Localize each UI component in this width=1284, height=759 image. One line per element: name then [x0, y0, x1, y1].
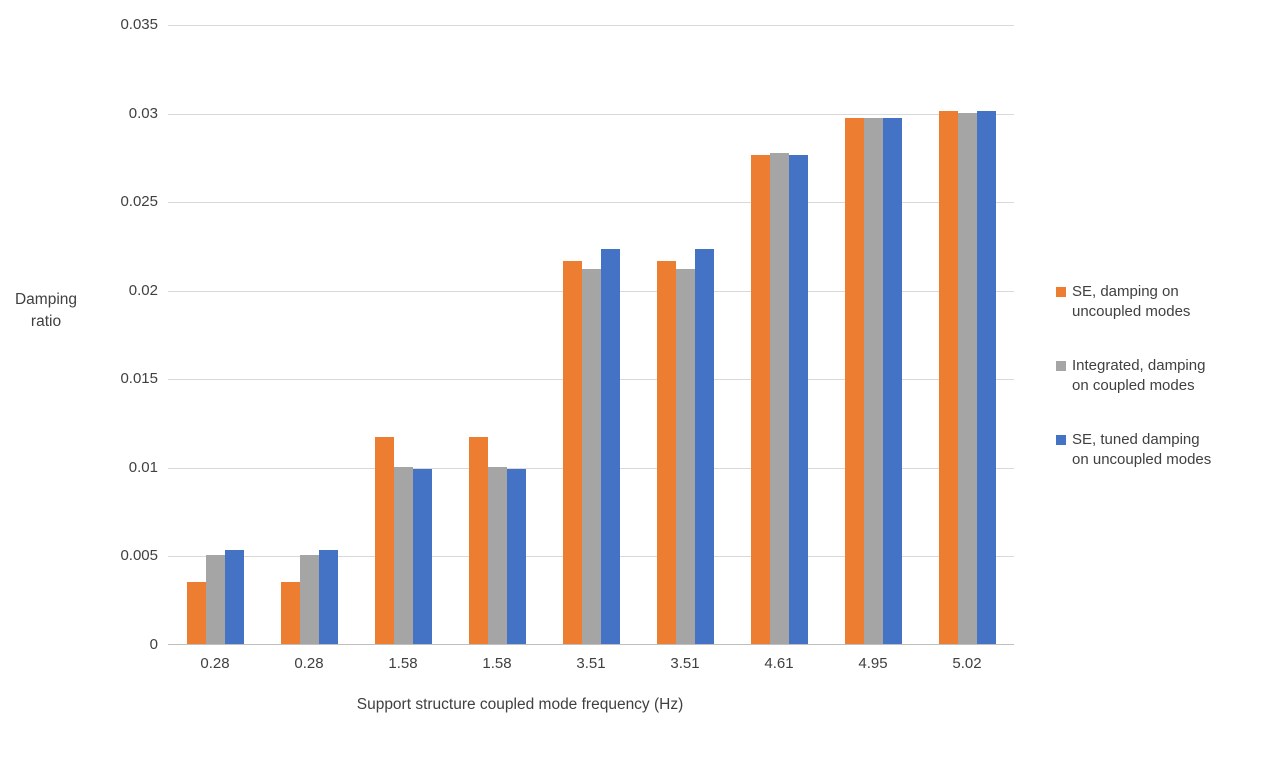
legend-marker-icon	[1056, 435, 1066, 445]
plot-area	[168, 25, 1014, 645]
x-axis-line	[168, 644, 1014, 645]
bar	[280, 582, 300, 644]
bar	[882, 117, 902, 644]
legend-item: SE, tuned damping on uncoupled modes	[1056, 430, 1214, 470]
y-tick-label: 0.025	[120, 193, 158, 211]
bar	[957, 112, 977, 644]
bar	[844, 117, 864, 644]
bar	[863, 117, 883, 644]
x-tick-label: 5.02	[952, 655, 982, 672]
bar-group	[638, 249, 732, 644]
bar	[600, 249, 620, 644]
bar-group	[732, 153, 826, 644]
bar	[581, 268, 601, 644]
bar	[694, 249, 714, 644]
gridline	[168, 113, 1014, 115]
bar-group	[262, 550, 356, 644]
bar	[468, 436, 488, 644]
bar	[750, 155, 770, 644]
x-tick-label: 1.58	[482, 655, 512, 672]
bar	[788, 155, 808, 644]
bar	[675, 268, 695, 644]
gridline	[168, 202, 1014, 204]
x-tick-label: 0.28	[294, 655, 324, 672]
legend-label: Integrated, damping on coupled modes	[1072, 357, 1206, 394]
y-tick-label: 0.03	[128, 104, 158, 122]
y-tick-label: 0.035	[120, 16, 158, 33]
bar-group	[826, 117, 920, 644]
bar	[938, 110, 958, 644]
legend-item: SE, damping on uncoupled modes	[1056, 282, 1214, 322]
legend-item: Integrated, damping on coupled modes	[1056, 356, 1214, 396]
bar	[393, 466, 413, 644]
bar	[374, 436, 394, 644]
x-axis-tick-labels: 0.28 0.28 1.58 1.58 3.51 3.51 4.61 4.95 5.02	[168, 653, 1014, 675]
x-tick-label: 4.95	[858, 655, 888, 672]
y-tick-label: 0.005	[120, 547, 158, 565]
x-tick-label: 3.51	[670, 655, 700, 672]
bar	[656, 261, 676, 644]
legend-label: SE, damping on uncoupled modes	[1072, 283, 1191, 320]
legend-marker-icon	[1056, 361, 1066, 371]
bar	[976, 110, 996, 644]
bar	[224, 550, 244, 644]
legend-label: SE, tuned damping on uncoupled modes	[1072, 431, 1212, 468]
x-tick-label: 0.28	[200, 655, 230, 672]
bar-group	[920, 110, 1014, 644]
y-tick-label: 0.015	[120, 370, 158, 388]
y-tick-label: 0.02	[128, 281, 158, 299]
y-axis-title: Damping ratio	[14, 291, 78, 330]
bar-group	[356, 436, 450, 644]
bar	[562, 261, 582, 644]
bar-group	[450, 436, 544, 644]
legend-marker-icon	[1056, 287, 1066, 297]
bar	[487, 466, 507, 644]
x-tick-label: 4.61	[764, 655, 794, 672]
x-axis-title: Support structure coupled mode frequency…	[356, 696, 684, 713]
bar	[205, 555, 225, 644]
bar	[186, 582, 206, 644]
bar	[769, 153, 789, 644]
gridline	[168, 25, 1014, 26]
bar	[412, 468, 432, 644]
bar	[318, 550, 338, 644]
bar-group	[168, 550, 262, 644]
x-tick-label: 3.51	[576, 655, 606, 672]
x-tick-label: 1.58	[388, 655, 418, 672]
bar	[299, 555, 319, 644]
bar	[506, 468, 526, 644]
y-tick-label: 0.01	[128, 458, 158, 476]
legend: SE, damping on uncoupled modes Integrated…	[1056, 282, 1214, 470]
y-tick-label: 0	[149, 636, 158, 653]
bar-group	[544, 249, 638, 644]
